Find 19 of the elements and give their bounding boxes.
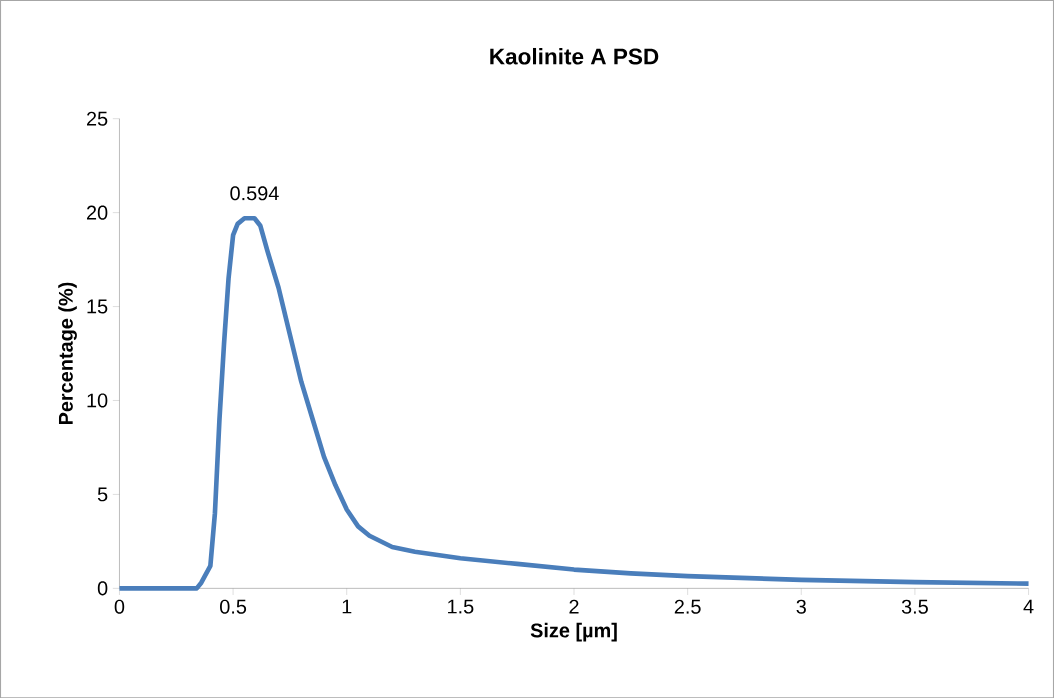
y-tick-label: 25	[87, 111, 108, 126]
x-tick-label: 0	[114, 599, 125, 614]
y-tick-label: 5	[97, 487, 108, 502]
annotation: 0.594	[230, 186, 279, 201]
y-axis-title: Percentage (%)	[58, 282, 77, 424]
y-tick-label: 0	[97, 581, 108, 596]
x-tick-label: 3	[796, 599, 806, 614]
x-tick-label: 2	[569, 599, 579, 614]
x-tick-label: 4	[1023, 599, 1034, 614]
x-tick-label: 1.5	[448, 599, 474, 614]
chart-title: Kaolinite A PSD	[490, 47, 659, 65]
x-tick-label: 2.5	[674, 599, 701, 614]
y-tick-label: 10	[87, 393, 108, 408]
x-tick-label: 3.5	[901, 599, 928, 614]
y-tick-label: 20	[87, 205, 108, 220]
x-axis-title: Size [µm]	[530, 622, 617, 642]
x-tick-label: 0.5	[220, 599, 247, 614]
y-tick-label: 15	[87, 299, 108, 314]
x-tick-label: 1	[342, 599, 352, 614]
